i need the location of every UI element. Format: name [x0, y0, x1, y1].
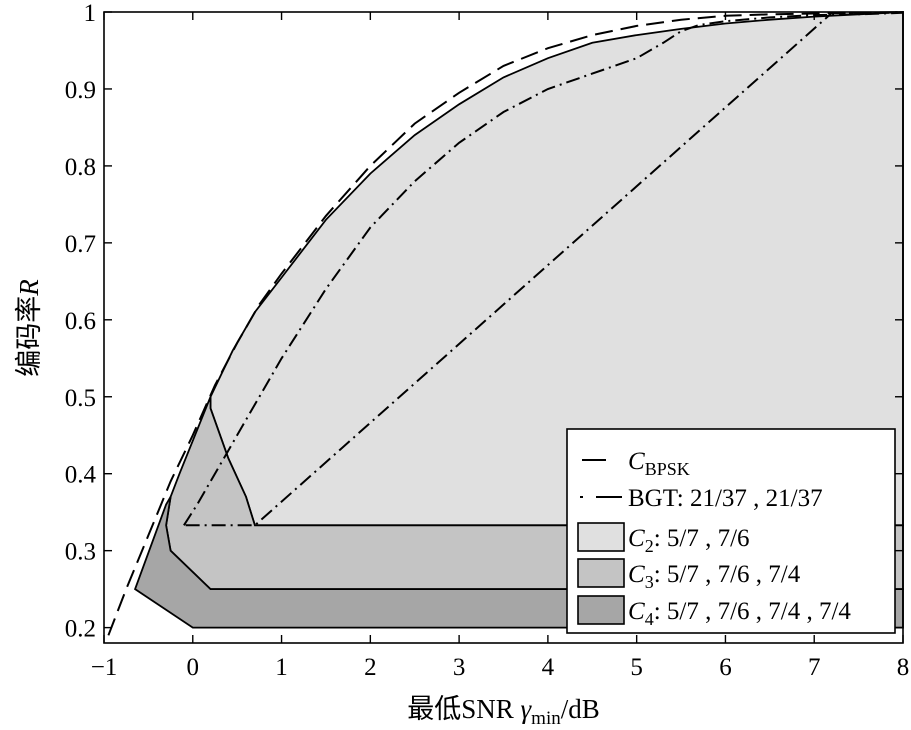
y-axis-title-prefix: 编码率 [14, 296, 44, 377]
axis-ticks: −1 0 1 2 3 4 5 6 7 8 0.2 0.3 0.4 0.5 0.6 0.7 0.8 0.9 1 [65, 0, 910, 681]
legend-entry-label: BGT: 21/37 , 21/37 [628, 485, 823, 512]
x-tick-label: 3 [453, 654, 466, 681]
y-tick-label: 0.8 [65, 154, 96, 181]
legend-symbol: C [628, 448, 645, 475]
legend-rest: : 5/7 , 7/6 , 7/4 [654, 561, 801, 588]
series-lines [107, 11, 904, 636]
y-axis-title-symbol: R [14, 279, 44, 297]
y-tick-label: 1 [84, 0, 97, 27]
x-tick-label: 4 [542, 654, 555, 681]
y-axis-title: 编码率R [14, 279, 44, 377]
legend-subscript: 2 [645, 536, 654, 556]
x-tick-label: 5 [630, 654, 643, 681]
legend-rest: : 5/7 , 7/6 , 7/4 , 7/4 [654, 598, 852, 625]
x-axis-title-suffix: /dB [561, 694, 600, 724]
legend-swatch-fill [577, 595, 625, 625]
legend-swatch-fill [577, 522, 625, 552]
legend-swatch-fill [577, 558, 625, 588]
y-tick-label: 0.9 [65, 77, 96, 104]
legend-entry-label: C2: 5/7 , 7/6 [628, 525, 750, 556]
legend-subscript: 3 [645, 572, 654, 592]
x-tick-label: 1 [275, 654, 288, 681]
y-tick-label: 0.3 [65, 539, 96, 566]
series-line-bpsk [107, 11, 904, 636]
x-tick-label: 7 [808, 654, 821, 681]
x-axis-title-symbol: γ [521, 694, 533, 724]
x-tick-label: 6 [719, 654, 732, 681]
y-tick-label: 0.6 [65, 308, 96, 335]
y-tick-label: 0.2 [65, 616, 96, 643]
y-tick-label: 0.4 [65, 462, 97, 489]
x-tick-label: 2 [364, 654, 377, 681]
legend-symbol: C [628, 561, 645, 588]
x-axis-title-prefix: 最低SNR [407, 694, 520, 724]
legend-symbol: C [628, 525, 645, 552]
legend-entry-label: CBPSK [628, 448, 690, 479]
legend-entry-label: C4: 5/7 , 7/6 , 7/4 , 7/4 [628, 598, 851, 629]
x-tick-label: 8 [897, 654, 910, 681]
x-tick-label: 0 [187, 654, 200, 681]
legend-subscript: BPSK [645, 459, 690, 479]
legend-symbol: C [628, 598, 645, 625]
legend-subscript: 4 [645, 609, 654, 629]
legend-rest: : 5/7 , 7/6 [654, 525, 750, 552]
series-line-bgt [183, 11, 904, 527]
x-tick-label: −1 [91, 654, 118, 681]
axes-box [103, 11, 904, 644]
y-tick-label: 0.5 [65, 385, 96, 412]
legend-entry-label: C3: 5/7 , 7/6 , 7/4 [628, 561, 801, 592]
x-axis-title-subscript: min [531, 708, 561, 725]
y-tick-label: 0.7 [65, 231, 96, 258]
x-axis-title: 最低SNR γmin/dB [407, 694, 600, 725]
